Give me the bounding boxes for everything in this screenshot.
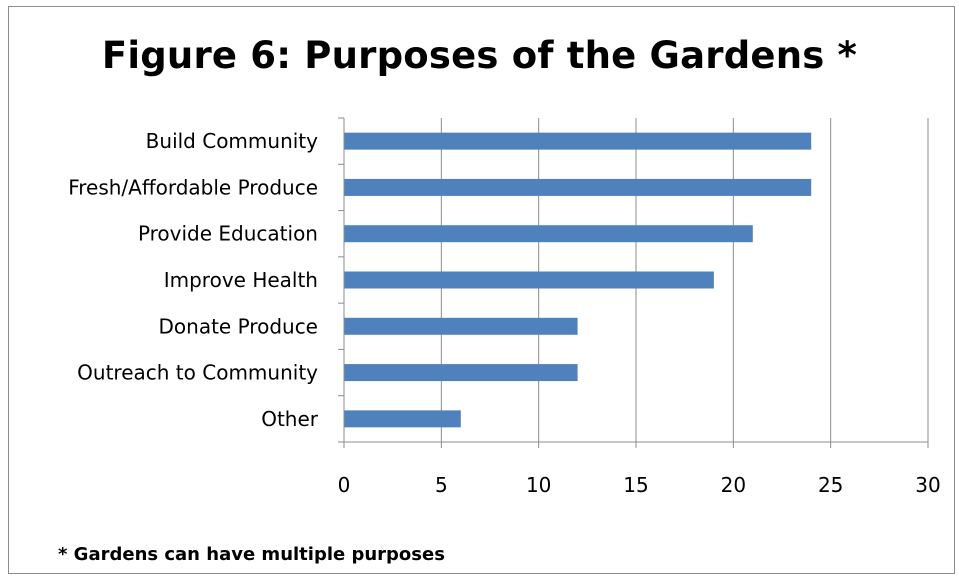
bar (344, 317, 578, 335)
x-tick-label: 5 (435, 473, 448, 497)
bar (344, 271, 714, 289)
x-tick-label: 10 (526, 473, 551, 497)
x-tick-label: 15 (623, 473, 648, 497)
bar (344, 364, 578, 382)
bar (344, 132, 812, 150)
category-label: Donate Produce (159, 314, 318, 338)
x-tick-label: 25 (818, 473, 843, 497)
bar (344, 225, 753, 243)
x-tick-label: 30 (915, 473, 940, 497)
category-label: Build Community (146, 129, 318, 153)
category-label: Improve Health (164, 268, 318, 292)
category-label: Outreach to Community (77, 361, 318, 385)
bar (344, 410, 461, 428)
category-label: Other (261, 407, 319, 431)
bar (344, 178, 812, 196)
category-label: Fresh/Affordable Produce (68, 175, 318, 199)
x-tick-label: 20 (721, 473, 746, 497)
chart-footnote: * Gardens can have multiple purposes (58, 544, 445, 565)
chart-frame (8, 6, 955, 574)
chart-title: Figure 6: Purposes of the Gardens * (101, 34, 858, 77)
category-label: Provide Education (138, 222, 318, 246)
x-tick-label: 0 (338, 473, 351, 497)
